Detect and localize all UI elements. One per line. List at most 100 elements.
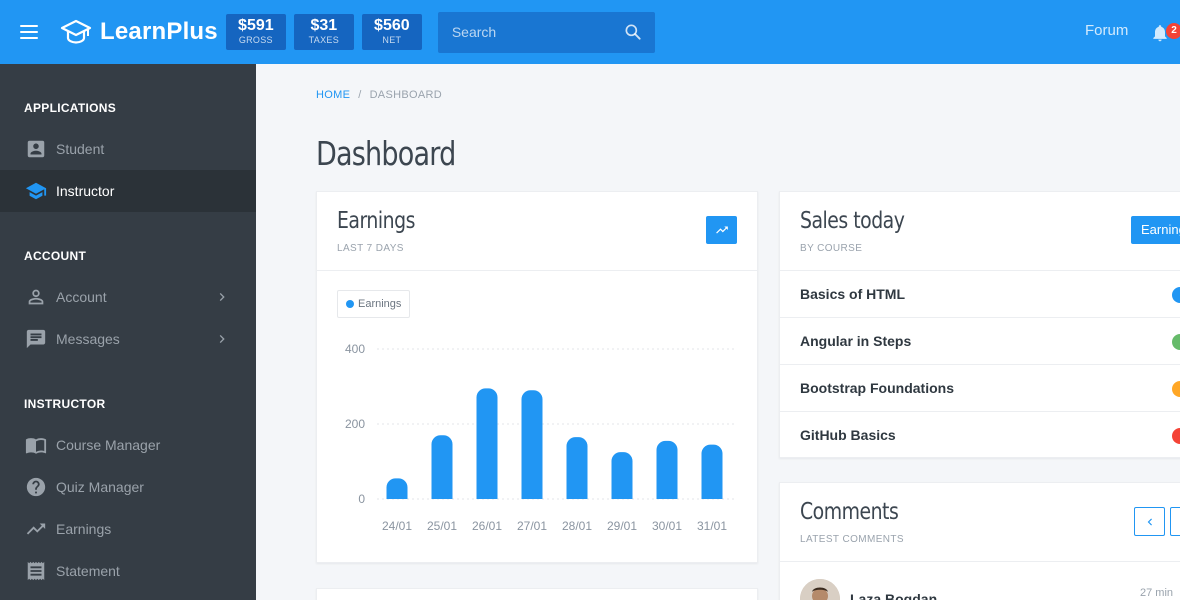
sidebar-section-title: APPLICATIONS — [24, 101, 117, 115]
chart-bar-base — [566, 489, 588, 499]
avatar — [800, 579, 840, 600]
chart-bar-base — [431, 489, 453, 499]
sidebar-section-title: ACCOUNT — [24, 249, 87, 263]
legend-label: Earnings — [358, 298, 402, 310]
person-outline-icon — [24, 285, 48, 309]
chart-bar[interactable] — [656, 440, 678, 500]
account-box-icon — [24, 137, 48, 161]
school-icon — [24, 179, 48, 203]
chart-legend[interactable]: Earnings — [337, 290, 411, 318]
earnings-bar-chart: 0 200 400 24/01 25/01 26/01 27/01 28/01 29/01 30/… — [345, 342, 737, 533]
x-tick-label: 27/01 — [517, 519, 547, 533]
course-name: Basics of HTML — [800, 286, 906, 302]
stat-value: $560 — [374, 17, 410, 34]
chart-bar[interactable] — [476, 388, 498, 500]
legend-dot — [346, 300, 354, 308]
breadcrumb-separator: / — [358, 89, 362, 101]
course-name: Bootstrap Foundations — [800, 380, 954, 396]
sidebar-item-account[interactable]: Account — [0, 276, 256, 318]
sidebar-item-course-manager[interactable]: Course Manager — [0, 424, 256, 466]
breadcrumb-home[interactable]: HOME — [316, 89, 351, 101]
course-status-dot — [1172, 381, 1180, 397]
chart-bar[interactable] — [566, 437, 588, 500]
chart-bar[interactable] — [521, 390, 543, 500]
trending-up-icon — [715, 226, 728, 234]
stat-value: $591 — [238, 17, 274, 34]
sidebar-item-label: Messages — [56, 331, 120, 347]
sidebar-item-quiz-manager[interactable]: Quiz Manager — [0, 466, 256, 508]
chart-bar[interactable] — [701, 444, 723, 500]
import-contacts-icon — [24, 433, 48, 457]
course-status-dot — [1172, 287, 1180, 303]
y-tick-label: 200 — [345, 417, 365, 431]
previous-button[interactable] — [1134, 507, 1165, 536]
next-card — [316, 588, 758, 600]
school-logo-icon — [60, 19, 92, 44]
top-navbar: LearnPlus $591 GROSS $31 TAXES $560 NET … — [0, 0, 1180, 64]
breadcrumb-current: DASHBOARD — [369, 89, 442, 101]
comment-author: Laza Bogdan — [850, 591, 938, 600]
card-subtitle: LAST 7 DAYS — [337, 243, 404, 254]
list-item[interactable]: Angular in Steps — [780, 317, 1180, 364]
forum-link[interactable]: Forum — [1085, 22, 1129, 39]
menu-icon[interactable] — [20, 25, 38, 39]
card-subtitle: BY COURSE — [800, 243, 863, 254]
earnings-trend-button[interactable] — [706, 216, 737, 244]
chart-bar-base — [476, 489, 498, 499]
sales-today-card: Sales today BY COURSE Earnings Basics of… — [779, 191, 1180, 458]
card-title: Sales today — [800, 208, 905, 234]
notifications-button[interactable]: 2 — [1150, 20, 1180, 46]
chevron-right-icon — [219, 293, 225, 301]
search-box — [437, 11, 655, 53]
page-title: Dashboard — [316, 134, 456, 173]
sidebar-item-label: Statement — [56, 563, 120, 579]
sidebar-item-label: Account — [56, 289, 107, 305]
next-button[interactable] — [1170, 507, 1180, 536]
comments-card: Comments LATEST COMMENTS Laza Bogdan 27 … — [779, 482, 1180, 600]
earnings-card: Earnings LAST 7 DAYS Earnings 0 200 400 24/… — [316, 191, 758, 563]
course-name: Angular in Steps — [800, 333, 912, 349]
sidebar-item-instructor[interactable]: Instructor — [0, 170, 256, 212]
chevron-right-icon — [219, 335, 225, 343]
sidebar: APPLICATIONS Student Instructor ACCOUNT … — [0, 64, 256, 600]
earnings-button[interactable]: Earnings — [1131, 216, 1180, 244]
message-icon — [24, 327, 48, 351]
list-item[interactable]: Basics of HTML — [780, 270, 1180, 317]
x-tick-label: 29/01 — [607, 519, 637, 533]
list-item[interactable]: GitHub Basics — [780, 411, 1180, 458]
brand[interactable]: LearnPlus — [60, 16, 218, 48]
chevron-left-icon — [1147, 518, 1152, 525]
chart-bar[interactable] — [611, 452, 633, 500]
list-item[interactable]: Bootstrap Foundations — [780, 364, 1180, 411]
card-divider — [780, 561, 1180, 562]
search-input[interactable] — [451, 24, 612, 40]
search-icon[interactable] — [623, 22, 643, 42]
x-tick-label: 31/01 — [697, 519, 727, 533]
sidebar-item-label: Instructor — [56, 183, 115, 199]
course-status-dot — [1172, 428, 1180, 444]
y-tick-label: 0 — [358, 492, 365, 506]
sidebar-item-statement[interactable]: Statement — [0, 550, 256, 592]
course-name: GitHub Basics — [800, 427, 896, 443]
trending-up-icon — [24, 517, 48, 541]
course-status-dot — [1172, 334, 1180, 350]
sidebar-section-title: INSTRUCTOR — [24, 397, 106, 411]
x-tick-label: 28/01 — [562, 519, 592, 533]
sidebar-item-messages[interactable]: Messages — [0, 318, 256, 360]
x-tick-label: 30/01 — [652, 519, 682, 533]
sidebar-item-label: Quiz Manager — [56, 479, 144, 495]
bell-icon — [1153, 25, 1167, 42]
chart-bar-base — [656, 489, 678, 499]
stat-taxes: $31 TAXES — [293, 14, 354, 50]
x-tick-label: 25/01 — [427, 519, 457, 533]
comment-item[interactable]: Laza Bogdan — [800, 579, 937, 600]
breadcrumb: HOME / DASHBOARD — [316, 89, 442, 101]
chart-bar-base — [521, 489, 543, 499]
chart-bar[interactable] — [431, 435, 453, 500]
sidebar-item-earnings[interactable]: Earnings — [0, 508, 256, 550]
sidebar-item-label: Student — [56, 141, 105, 157]
stat-label: TAXES — [308, 35, 340, 45]
chart-bar-base — [611, 489, 633, 499]
sidebar-item-student[interactable]: Student — [0, 128, 256, 170]
x-tick-label: 26/01 — [472, 519, 502, 533]
